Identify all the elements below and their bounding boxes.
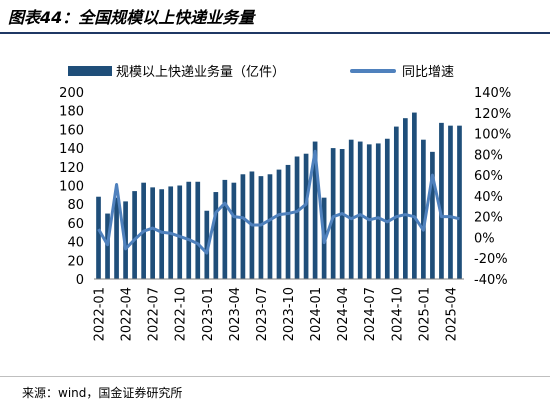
left-axis-tick-label: 80 — [67, 198, 84, 213]
volume-bar — [448, 125, 453, 279]
volume-bar — [240, 174, 246, 279]
right-axis-tick-label: 80% — [474, 148, 503, 163]
volume-bar — [195, 181, 201, 279]
volume-bar — [393, 126, 399, 279]
volume-bar — [204, 210, 210, 279]
source-rule — [0, 376, 550, 377]
volume-bar — [276, 169, 282, 279]
right-axis-tick-label: 120% — [474, 107, 511, 122]
x-axis-tick-label: 2022-01 — [93, 287, 108, 341]
volume-bar — [330, 148, 336, 279]
volume-bar — [186, 181, 192, 279]
x-axis-tick-label: 2022-10 — [174, 287, 189, 341]
volume-bar — [348, 139, 354, 279]
volume-bar — [375, 143, 381, 279]
volume-bar — [258, 176, 264, 279]
x-axis-tick-label: 2023-07 — [255, 287, 270, 341]
left-axis-tick-label: 140 — [59, 142, 84, 157]
x-axis-tick-label: 2024-10 — [390, 287, 405, 341]
x-axis-tick-label: 2022-07 — [147, 287, 162, 341]
x-axis-tick-label: 2025-04 — [444, 287, 459, 341]
left-axis-tick-label: 20 — [67, 254, 84, 269]
volume-bar — [177, 185, 183, 279]
right-axis-tick-label: 40% — [474, 190, 503, 205]
legend-bar-swatch — [68, 66, 112, 76]
volume-bar — [357, 141, 363, 279]
volume-bar — [96, 196, 101, 279]
legend: 规模以上快递业务量（亿件） 同比增速 — [68, 64, 454, 80]
volume-bar — [132, 191, 137, 279]
volume-bar — [412, 112, 417, 279]
volume-bar — [439, 122, 444, 279]
right-axis-tick-label: 100% — [474, 128, 511, 143]
x-axis-tick-label: 2023-10 — [282, 287, 297, 341]
left-axis-tick-label: 100 — [59, 180, 84, 195]
growth-rate-line — [97, 149, 460, 255]
volume-bar — [303, 153, 309, 279]
x-axis-tick-label: 2024-01 — [309, 287, 324, 341]
volume-bar — [105, 213, 110, 279]
volume-bar — [285, 164, 291, 279]
volume-bar — [150, 187, 155, 279]
x-axis-tick-label: 2025-01 — [417, 287, 432, 341]
x-axis-tick-label: 2022-04 — [120, 287, 135, 341]
left-axis-tick-label: 180 — [59, 105, 84, 120]
x-axis-tick-label: 2024-04 — [336, 287, 351, 341]
volume-bar — [267, 174, 273, 279]
right-axis-tick-label: 140% — [474, 86, 511, 101]
right-axis-tick-label: -40% — [474, 273, 508, 288]
volume-bar — [114, 197, 119, 279]
left-axis-tick-label: 40 — [67, 236, 84, 251]
legend-bar-label: 规模以上快递业务量（亿件） — [116, 64, 285, 80]
volume-bar — [430, 151, 435, 279]
volume-bar — [366, 144, 372, 279]
volume-bar — [294, 156, 300, 279]
x-axis-tick-label: 2024-07 — [363, 287, 378, 341]
right-axis-ticks: -40% -20% 0% 20% 40% 60% 80% 100% 120% 140% — [474, 86, 511, 288]
right-axis-tick-label: 20% — [474, 211, 503, 226]
volume-bar — [421, 139, 426, 279]
x-axis-tick-label: 2023-01 — [201, 287, 216, 341]
left-axis-tick-label: 0 — [76, 273, 84, 288]
chart: 规模以上快递业务量（亿件） 同比增速 0 20 40 60 80 100 120 140 160… — [59, 64, 511, 341]
volume-bar — [231, 182, 237, 279]
x-axis-tick-label: 2023-04 — [228, 287, 243, 341]
left-axis-ticks: 0 20 40 60 80 100 120 140 160 180 200 — [59, 86, 84, 288]
left-axis-tick-label: 200 — [59, 86, 84, 101]
right-axis-tick-label: 60% — [474, 169, 503, 184]
right-axis-tick-label: -20% — [474, 252, 508, 267]
source-note: 来源：wind，国金证券研究所 — [22, 386, 183, 400]
left-axis-tick-label: 160 — [59, 123, 84, 138]
legend-line-label: 同比增速 — [402, 65, 454, 80]
title-rule — [0, 32, 550, 34]
left-axis-tick-label: 60 — [67, 217, 84, 232]
volume-bar — [312, 141, 318, 279]
figure-title: 图表44：全国规模以上快递业务量 — [8, 8, 255, 27]
volume-bar — [403, 118, 408, 280]
right-axis-tick-label: 0% — [474, 231, 495, 246]
bar-series — [96, 112, 462, 280]
volume-bar — [384, 138, 390, 279]
volume-bar — [457, 125, 462, 279]
volume-bar — [159, 189, 165, 279]
volume-bar — [222, 179, 228, 279]
volume-bar — [213, 192, 219, 279]
x-axis-ticks: 2022-01 2022-04 2022-07 2022-10 2023-01 2023-… — [93, 287, 460, 341]
left-axis-tick-label: 120 — [59, 161, 84, 176]
